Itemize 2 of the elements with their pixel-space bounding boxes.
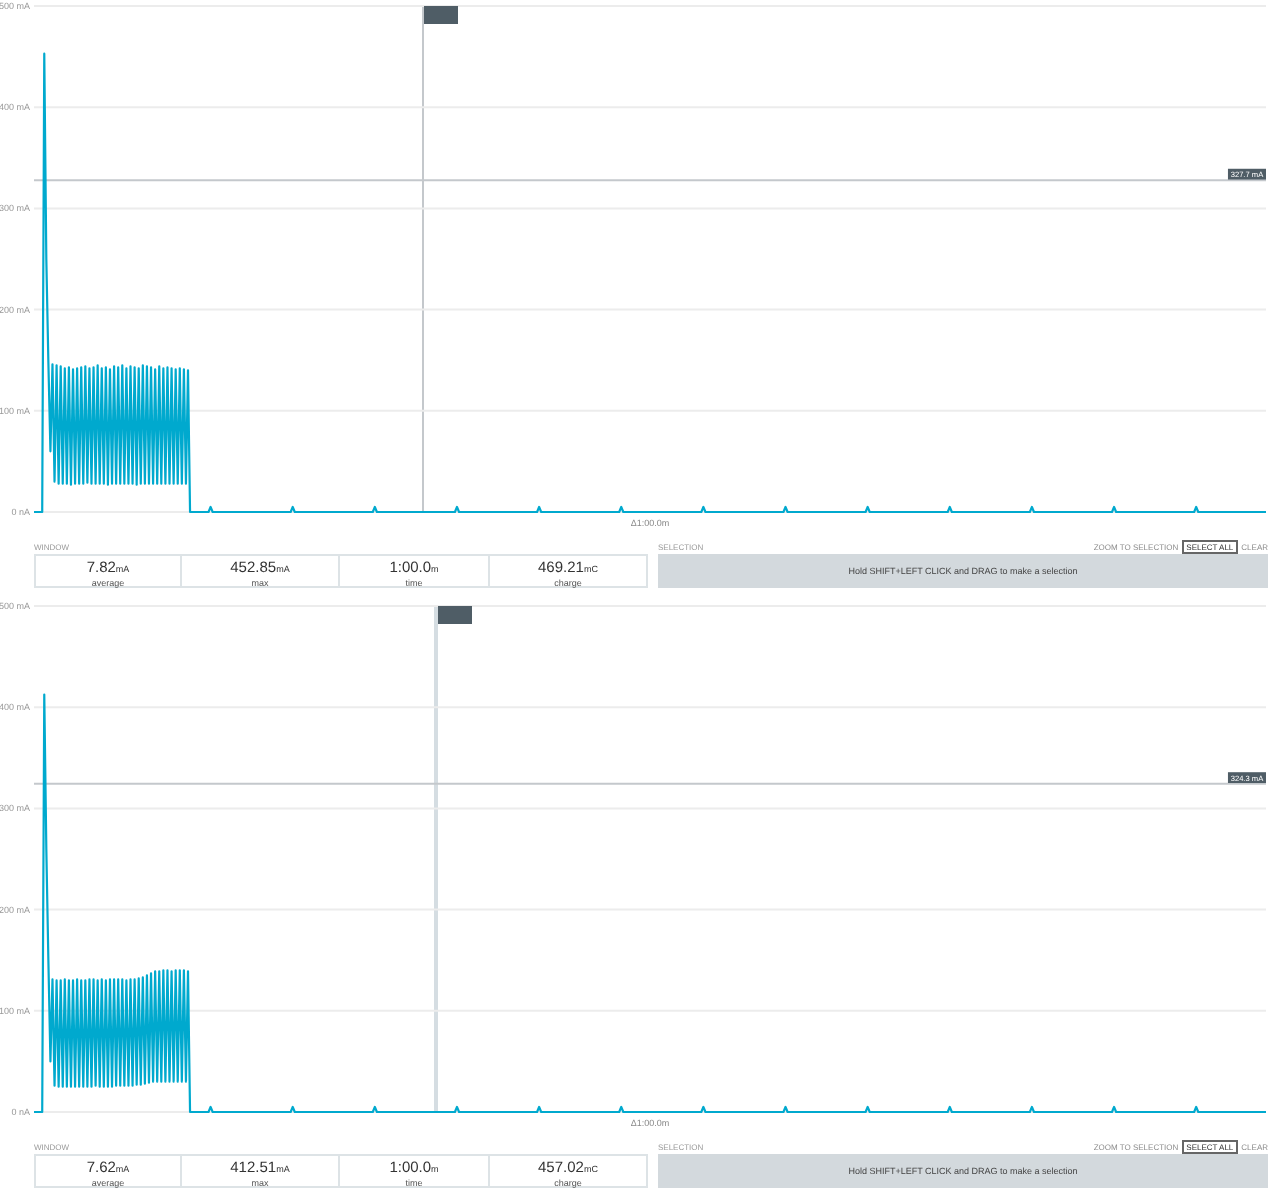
line-series bbox=[32, 693, 1268, 1114]
line-series bbox=[32, 52, 1268, 514]
